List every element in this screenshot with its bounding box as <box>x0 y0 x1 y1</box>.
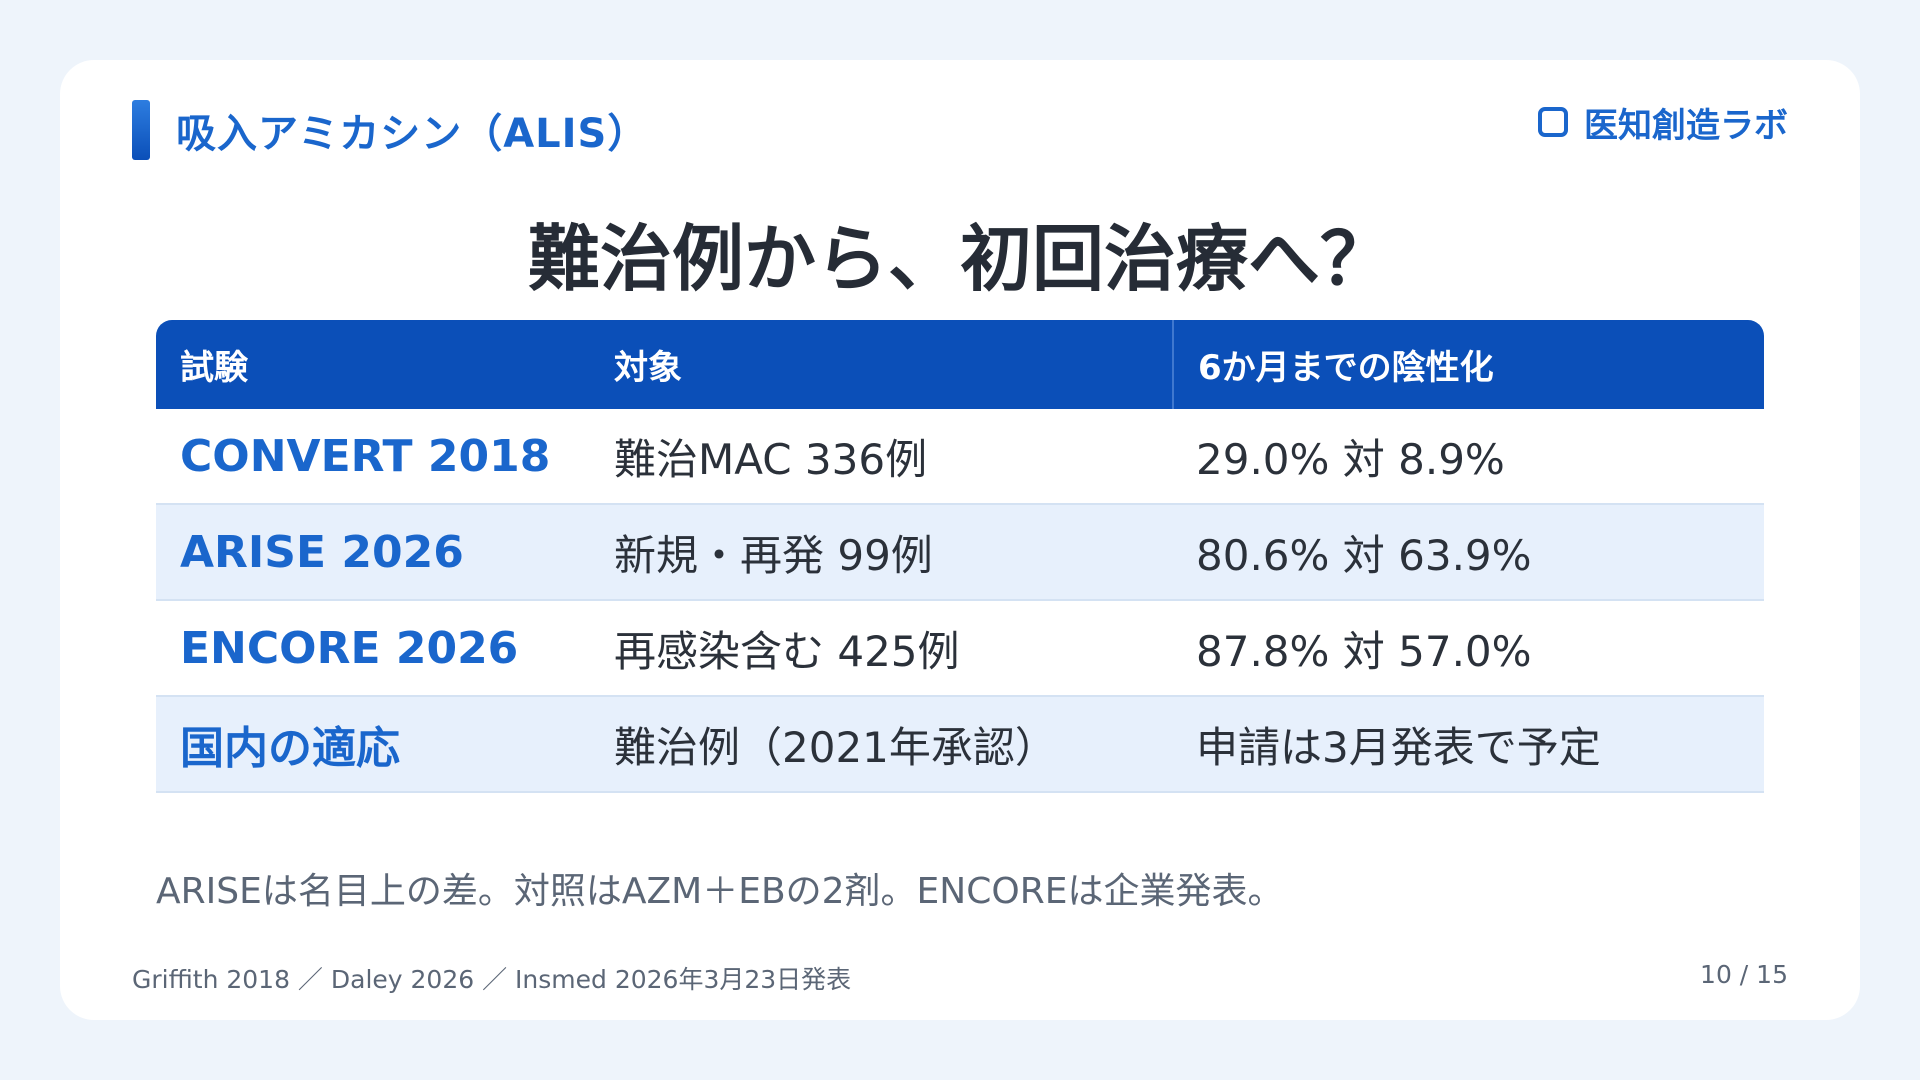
trial-result: 29.0% 対 8.9% <box>1196 434 1505 484</box>
square-outline-icon <box>1538 107 1568 137</box>
section-accent-bar <box>132 100 150 160</box>
trial-table: 試験 対象 6か月までの陰性化 CONVERT 2018 難治MAC 336例 … <box>156 320 1764 793</box>
table-header: 試験 対象 6か月までの陰性化 <box>156 320 1764 409</box>
trial-name: ARISE 2026 <box>180 526 464 578</box>
footnote: ARISEは名目上の差。対照はAZM＋EBの2剤。ENCOREは企業発表。 <box>156 871 1284 912</box>
trial-name: CONVERT 2018 <box>180 430 551 482</box>
trial-name: ENCORE 2026 <box>180 622 519 674</box>
trial-target: 新規・再発 99例 <box>614 530 933 580</box>
table-row: ENCORE 2026 再感染含む 425例 87.8% 対 57.0% <box>156 601 1764 697</box>
page-number: 10 / 15 <box>1700 960 1788 989</box>
trial-name: 国内の適応 <box>180 723 400 774</box>
section-label: 吸入アミカシン（ALIS） <box>176 111 649 157</box>
table-row: ARISE 2026 新規・再発 99例 80.6% 対 63.9% <box>156 505 1764 601</box>
column-header-target: 対象 <box>614 348 682 388</box>
trial-result: 87.8% 対 57.0% <box>1196 626 1532 676</box>
slide-card: 吸入アミカシン（ALIS） 医知創造ラボ 難治例から、初回治療へ？ 試験 対象 … <box>60 60 1860 1020</box>
trial-result: 80.6% 対 63.9% <box>1196 530 1532 580</box>
trial-target: 再感染含む 425例 <box>614 626 960 676</box>
trial-target: 難治例（2021年承認） <box>614 722 1057 772</box>
section-tag: 吸入アミカシン（ALIS） <box>132 100 648 160</box>
table-row: 国内の適応 難治例（2021年承認） 申請は3月発表で予定 <box>156 697 1764 793</box>
table-row: CONVERT 2018 難治MAC 336例 29.0% 対 8.9% <box>156 409 1764 505</box>
source-citation: Griffith 2018 ／ Daley 2026 ／ Insmed 2026… <box>132 965 852 994</box>
slide-title: 難治例から、初回治療へ？ <box>527 217 1392 301</box>
trial-result: 申請は3月発表で予定 <box>1196 722 1601 772</box>
brand-logo: 医知創造ラボ <box>1538 102 1788 146</box>
column-header-trial: 試験 <box>180 348 248 388</box>
brand-name: 医知創造ラボ <box>1584 105 1788 146</box>
trial-target: 難治MAC 336例 <box>614 434 928 484</box>
column-header-result: 6か月までの陰性化 <box>1172 320 1764 409</box>
